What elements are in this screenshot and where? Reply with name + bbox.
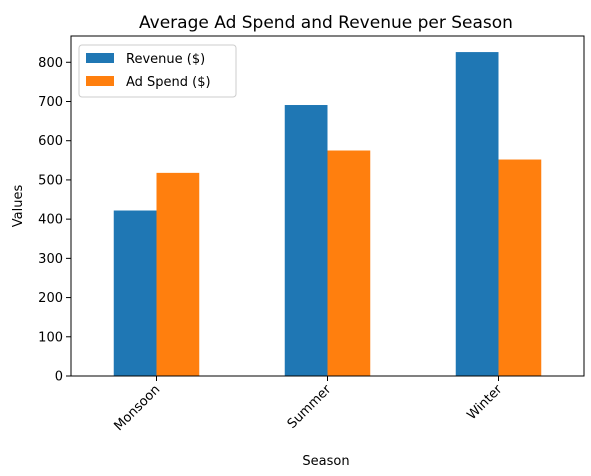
legend-label-ad-spend: Ad Spend ($) xyxy=(126,75,211,90)
y-tick-label: 0 xyxy=(55,370,63,385)
y-tick-label: 500 xyxy=(38,173,63,188)
plot-frame xyxy=(70,35,585,377)
y-tick-label: 400 xyxy=(38,213,63,228)
legend-swatch-ad-spend xyxy=(86,76,114,86)
y-tick-label: 300 xyxy=(38,252,63,267)
y-ticks-layer: 0 100 200 300 400 500 600 700 800 xyxy=(38,56,71,385)
y-tick-label: 100 xyxy=(38,330,63,345)
chart-title: Average Ad Spend and Revenue per Season xyxy=(139,13,513,33)
y-tick-label: 200 xyxy=(38,291,63,306)
y-tick-label: 600 xyxy=(38,134,63,149)
bar-winter-revenue xyxy=(455,52,499,376)
bars-layer xyxy=(113,52,542,377)
bar-winter-ad-spend xyxy=(498,159,542,376)
legend: Revenue ($) Ad Spend ($) xyxy=(78,44,237,98)
legend-box xyxy=(78,44,237,98)
y-tick-label: 700 xyxy=(38,95,63,110)
legend-label-revenue: Revenue ($) xyxy=(126,52,205,67)
legend-swatch-revenue xyxy=(86,53,114,63)
y-axis-label: Values xyxy=(11,185,26,228)
bar-summer-revenue xyxy=(284,105,328,377)
bar-monsoon-revenue xyxy=(113,210,157,376)
bar-monsoon-ad-spend xyxy=(156,172,200,376)
bar-summer-ad-spend xyxy=(327,150,371,376)
y-tick-label: 800 xyxy=(38,56,63,71)
x-axis-label: Season xyxy=(302,454,349,469)
